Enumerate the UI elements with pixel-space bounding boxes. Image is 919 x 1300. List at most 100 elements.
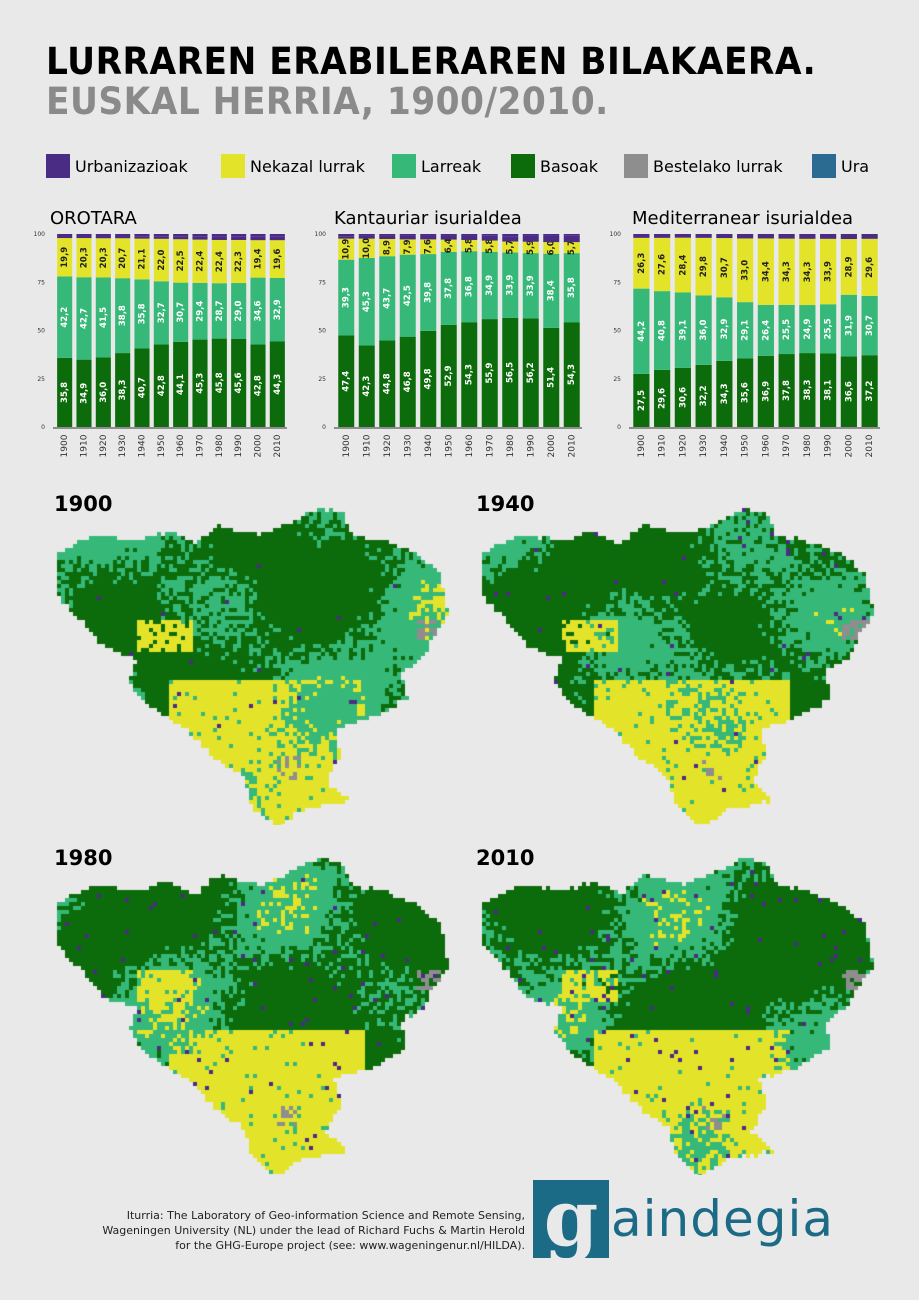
bar-segment-larreak — [399, 254, 416, 337]
logo-letter: g — [533, 1180, 609, 1258]
bar-segment-basoak — [543, 327, 560, 427]
bar-segment-basoak — [799, 353, 816, 427]
bar-segment-basoak — [481, 319, 498, 427]
x-tick-label: 1910 — [362, 434, 372, 457]
bar-segment-basoak — [250, 344, 266, 427]
bar-segment-larreak — [420, 254, 437, 331]
data-label: 37,8 — [444, 278, 454, 299]
chart-title-orotara: OROTARA — [50, 208, 137, 229]
legend-label: Urbanizazioak — [75, 156, 188, 176]
bar-segment-remainder — [695, 234, 712, 238]
legend-swatch — [392, 154, 416, 178]
legend-label: Basoak — [540, 156, 598, 176]
data-label: 22,4 — [196, 251, 206, 272]
legend-swatch — [812, 154, 836, 178]
data-label: 20,3 — [80, 247, 90, 268]
bar-segment-remainder — [115, 234, 131, 237]
legend-swatch — [624, 154, 648, 178]
bar-segment-remainder — [481, 234, 498, 236]
data-label: 35,6 — [741, 382, 751, 403]
data-label: 30,7 — [176, 302, 186, 323]
bar-segment-remainder — [153, 234, 169, 237]
legend-label: Ura — [841, 156, 870, 176]
bar-segment-remainder — [57, 234, 73, 237]
bar-segment-larreak — [633, 288, 650, 374]
bar-segment-remainder — [820, 234, 837, 239]
bar-segment-remainder — [250, 234, 266, 237]
data-label: 36,9 — [761, 381, 771, 402]
bar-segment-basoak — [840, 356, 857, 427]
bar-segment-nekazal-lurrak — [820, 238, 837, 305]
data-label: 36,0 — [99, 382, 109, 403]
x-tick-label: 1990 — [824, 434, 834, 457]
bar-segment-larreak — [440, 251, 457, 325]
y-tick-label: 25 — [37, 376, 45, 383]
bar-segment-larreak — [379, 256, 396, 341]
bar-segment-nekazal-lurrak — [399, 239, 416, 255]
bar-segment-nekazal-lurrak — [461, 239, 478, 252]
bar-segment-larreak — [153, 281, 169, 345]
bar-segment-larreak — [695, 295, 712, 365]
bar-segment-urbanizazioak — [461, 235, 478, 240]
bar-segment-larreak — [716, 297, 733, 361]
bar-segment-remainder — [778, 234, 795, 239]
bar-segment-urbanizazioak — [358, 235, 375, 239]
bar-segment-urbanizazioak — [192, 236, 208, 240]
y-tick-label: 100 — [34, 231, 46, 238]
data-label: 28,9 — [844, 256, 854, 277]
bar-segment-remainder — [522, 234, 539, 236]
x-tick-label: 1930 — [403, 434, 413, 457]
data-label: 26,3 — [637, 253, 647, 274]
data-label: 31,9 — [844, 315, 854, 336]
bar-segment-remainder — [211, 234, 227, 237]
data-label: 43,7 — [383, 288, 393, 309]
data-label: 29,1 — [741, 320, 751, 341]
bar-segment-urbanizazioak — [57, 236, 73, 239]
bar-segment-nekazal-lurrak — [211, 239, 227, 284]
data-label: 44,8 — [383, 373, 393, 394]
bar-segment-nekazal-lurrak — [173, 239, 189, 283]
bar-segment-nekazal-lurrak — [563, 242, 580, 254]
bar-segment-larreak — [269, 278, 285, 342]
data-label: 29,4 — [196, 301, 206, 322]
bar-segment-nekazal-lurrak — [543, 242, 560, 254]
source-line: Iturria: The Laboratory of Geo-informati… — [126, 1209, 525, 1222]
data-label: 32,9 — [273, 299, 283, 320]
x-tick-label: 1970 — [782, 434, 792, 457]
data-label: 27,6 — [658, 254, 668, 275]
bar-segment-urbanizazioak — [134, 236, 150, 239]
x-tick-label: 1940 — [424, 434, 434, 457]
bar-segment-larreak — [543, 253, 560, 328]
bar-segment-larreak — [76, 277, 92, 360]
legend-item-larreak: Larreak — [392, 152, 481, 180]
bar-segment-nekazal-lurrak — [358, 238, 375, 258]
data-label: 34,6 — [254, 300, 264, 321]
bar-segment-nekazal-lurrak — [269, 240, 285, 279]
bar-segment-larreak — [654, 291, 671, 370]
data-label: 29,0 — [234, 300, 244, 321]
y-tick-label: 0 — [617, 424, 621, 431]
data-label: 39,1 — [678, 320, 688, 341]
legend-swatch — [221, 154, 245, 178]
bar-segment-remainder — [95, 234, 111, 237]
gaindegia-logo[interactable]: g aindegia — [533, 1180, 834, 1258]
bar-segment-urbanizazioak — [153, 236, 169, 239]
data-label: 36,0 — [699, 320, 709, 341]
bar-segment-nekazal-lurrak — [840, 239, 857, 295]
bar-segment-remainder — [440, 234, 457, 236]
bar-segment-urbanizazioak — [522, 235, 539, 242]
bar-segment-nekazal-lurrak — [379, 239, 396, 257]
data-label: 51,4 — [547, 367, 557, 388]
bar-segment-basoak — [231, 338, 247, 427]
bar-segment-basoak — [861, 355, 878, 427]
y-tick-label: 50 — [37, 328, 45, 335]
data-label: 10,0 — [362, 238, 372, 259]
x-tick-label: 2000 — [254, 434, 264, 457]
bar-segment-remainder — [338, 234, 355, 237]
source-line: Wageningen University (NL) under the lea… — [102, 1224, 525, 1237]
x-tick-label: 1920 — [99, 434, 109, 457]
bar-segment-remainder — [76, 234, 92, 237]
bar-segment-remainder — [799, 234, 816, 239]
bar-segment-nekazal-lurrak — [420, 239, 437, 255]
bar-segment-larreak — [115, 278, 131, 354]
